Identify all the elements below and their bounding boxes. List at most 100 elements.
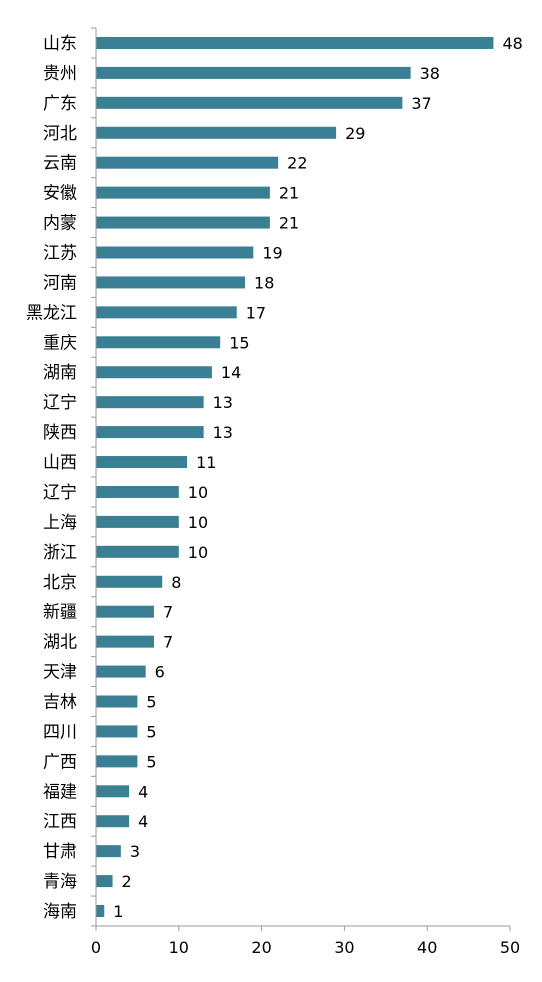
bar [96,456,188,469]
value-label: 7 [163,603,173,622]
value-label: 21 [279,184,299,203]
bar [96,845,121,858]
category-label: 上海 [43,513,77,533]
category-label: 湖北 [43,633,77,653]
bar [96,665,146,678]
category-label: 浙江 [43,543,77,563]
category-label: 天津 [43,663,77,683]
bar [96,515,179,528]
bar [96,875,113,888]
value-label: 14 [221,363,241,382]
bar [96,186,270,199]
bar [96,605,154,618]
category-label: 江西 [43,812,77,832]
value-label: 2 [122,872,132,891]
value-label: 11 [196,453,216,472]
value-label: 4 [138,782,148,801]
category-label: 广东 [43,94,77,114]
bar [96,336,221,349]
value-label: 37 [411,94,431,113]
bar [96,815,130,828]
value-label: 18 [254,273,274,292]
category-label: 吉林 [43,693,77,713]
value-label: 48 [502,34,522,53]
value-label: 10 [188,483,208,502]
bar [96,276,246,289]
axes: 0 10 20 30 40 50 [91,27,520,957]
value-label: 38 [420,64,440,83]
bar [96,396,204,409]
x-tick-label: 40 [417,938,437,957]
value-label: 5 [146,722,156,741]
x-tick-label: 0 [91,938,101,957]
category-label: 河南 [43,273,77,293]
category-labels: 山东贵州广东河北云南安徽内蒙江苏河南黑龙江重庆湖南辽宁陕西山西辽宁上海浙江北京新… [26,34,77,922]
bar [96,426,204,439]
value-label: 7 [163,633,173,652]
bar [96,725,138,738]
category-label: 江苏 [43,244,77,264]
x-tick-label: 10 [169,938,189,957]
value-label: 15 [229,333,249,352]
bar [96,246,254,259]
bar [96,785,130,798]
category-label: 湖南 [43,363,77,383]
bar [96,485,179,498]
bar [96,905,105,918]
category-label: 贵州 [43,64,77,84]
value-label: 4 [138,812,148,831]
bar [96,126,337,139]
bar [96,306,237,319]
value-label: 5 [146,693,156,712]
bar [96,36,494,49]
bar [96,575,163,588]
bar [96,755,138,768]
bar [96,635,154,648]
category-label: 青海 [43,872,77,892]
category-label: 新疆 [43,603,77,623]
value-labels: 4838372922212119181715141313111010108776… [113,34,523,921]
bar [96,545,179,558]
bar [96,66,411,79]
category-label: 内蒙 [43,214,77,234]
value-label: 8 [171,573,181,592]
category-label: 黑龙江 [26,303,77,323]
value-label: 17 [246,303,266,322]
category-label: 北京 [43,573,77,593]
category-label: 安徽 [43,184,77,204]
value-label: 10 [188,513,208,532]
x-tick-label: 50 [500,938,520,957]
category-label: 四川 [43,722,77,742]
category-label: 辽宁 [43,483,77,503]
category-label: 广西 [43,752,77,772]
category-label: 河北 [43,124,77,144]
category-label: 甘肃 [43,842,77,862]
value-label: 21 [279,214,299,233]
bar [96,96,403,109]
category-label: 福建 [43,782,77,802]
category-label: 云南 [43,154,77,174]
category-label: 重庆 [43,333,77,353]
value-label: 29 [345,124,365,143]
category-label: 山西 [43,453,77,473]
bar [96,156,279,169]
value-label: 13 [213,393,233,412]
value-label: 5 [146,752,156,771]
category-label: 海南 [43,902,77,922]
x-tick-label: 20 [251,938,271,957]
value-label: 22 [287,154,307,173]
value-label: 1 [113,902,123,921]
bar [96,216,270,229]
value-label: 6 [155,663,165,682]
category-label: 辽宁 [43,393,77,413]
value-label: 13 [213,423,233,442]
category-label: 陕西 [43,423,77,443]
bar [96,366,212,379]
x-tick-label: 30 [334,938,354,957]
value-label: 19 [262,244,282,263]
bar [96,695,138,708]
category-label: 山东 [43,34,77,54]
bars-layer [96,36,494,918]
